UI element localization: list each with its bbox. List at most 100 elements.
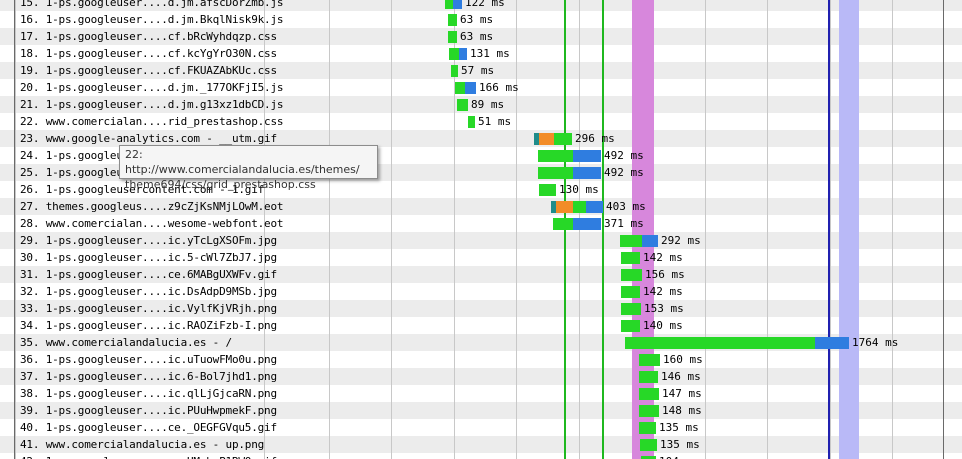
table-row[interactable] bbox=[0, 198, 962, 215]
timing-segment-ttfb[interactable] bbox=[639, 354, 660, 366]
request-label[interactable]: 22. www.comercialan....rid_prestashop.cs… bbox=[20, 115, 284, 128]
request-duration: 142 ms bbox=[643, 251, 683, 264]
timing-segment-download[interactable] bbox=[573, 150, 601, 162]
timing-segment-ttfb[interactable] bbox=[553, 218, 573, 230]
timing-segment-ttfb[interactable] bbox=[538, 167, 573, 179]
request-label[interactable]: 28. www.comercialan....wesome-webfont.eo… bbox=[20, 217, 284, 230]
request-duration: 148 ms bbox=[662, 404, 702, 417]
timing-segment-download[interactable] bbox=[815, 337, 849, 349]
timing-segment-ttfb[interactable] bbox=[639, 388, 659, 400]
request-label[interactable]: 31. 1-ps.googleuser....ce.6MABgUXWFv.gif bbox=[20, 268, 277, 281]
request-label[interactable]: 34. 1-ps.googleuser....ic.RAOZiFzb-I.png bbox=[20, 319, 277, 332]
request-duration: 57 ms bbox=[461, 64, 495, 77]
grid-line bbox=[767, 0, 768, 459]
timing-segment-download[interactable] bbox=[573, 218, 601, 230]
table-row[interactable] bbox=[0, 130, 962, 147]
request-label[interactable]: 25. 1-ps.googleus bbox=[20, 166, 130, 179]
timing-segment-download[interactable] bbox=[465, 82, 476, 94]
timing-segment-download[interactable] bbox=[453, 0, 462, 9]
timing-segment-ttfb[interactable] bbox=[621, 252, 640, 264]
request-label[interactable]: 33. 1-ps.googleuser....ic.VylfKjVRjh.png bbox=[20, 302, 277, 315]
timing-segment-ttfb[interactable] bbox=[455, 82, 465, 94]
tooltip-url-line2: theme694/css/grid_prestashop.css bbox=[125, 178, 316, 191]
timing-segment-ttfb[interactable] bbox=[449, 48, 459, 60]
request-label[interactable]: 41. www.comercialandalucia.es - up.png bbox=[20, 438, 265, 451]
grid-line bbox=[391, 0, 392, 459]
request-duration: 104 ms bbox=[659, 455, 699, 459]
table-row[interactable] bbox=[0, 436, 962, 453]
timing-segment-ttfb[interactable] bbox=[457, 99, 468, 111]
timing-segment-download[interactable] bbox=[573, 167, 601, 179]
request-label[interactable]: 30. 1-ps.googleuser....ic.5-cWl7ZbJ7.jpg bbox=[20, 251, 277, 264]
timing-segment-ttfb[interactable] bbox=[448, 31, 457, 43]
timing-segment-dns[interactable] bbox=[551, 201, 556, 213]
request-duration: 292 ms bbox=[661, 234, 701, 247]
timing-segment-ttfb[interactable] bbox=[640, 439, 657, 451]
table-row[interactable] bbox=[0, 402, 962, 419]
request-label[interactable]: 40. 1-ps.googleuser....ce._OEGFGVqu5.gif bbox=[20, 421, 277, 434]
request-duration: 135 ms bbox=[659, 421, 699, 434]
timing-segment-download[interactable] bbox=[642, 235, 658, 247]
request-label[interactable]: 26. 1-ps.googleusercontent.com - 1.gif bbox=[20, 183, 265, 196]
request-label[interactable]: 27. themes.googleus....z9cZjKsNMjLOwM.eo… bbox=[20, 200, 284, 213]
timing-segment-ttfb[interactable] bbox=[639, 405, 659, 417]
request-label[interactable]: 21. 1-ps.googleuser....d.jm.g13xz1dbCD.j… bbox=[20, 98, 284, 111]
request-duration: 166 ms bbox=[479, 81, 519, 94]
table-row[interactable] bbox=[0, 62, 962, 79]
request-label[interactable]: 15. 1-ps.googleuser....d.jm.afscDorZmb.j… bbox=[20, 0, 284, 9]
table-row[interactable] bbox=[0, 368, 962, 385]
request-label[interactable]: 32. 1-ps.googleuser....ic.DsAdpD9MSb.jpg bbox=[20, 285, 277, 298]
request-label[interactable]: 38. 1-ps.googleuser....ic.qlLjGjcaRN.png bbox=[20, 387, 277, 400]
timing-segment-ttfb[interactable] bbox=[625, 337, 815, 349]
timing-segment-ttfb[interactable] bbox=[468, 116, 475, 128]
timing-segment-download[interactable] bbox=[459, 48, 467, 60]
request-duration: 142 ms bbox=[643, 285, 683, 298]
timing-segment-ttfb[interactable] bbox=[641, 456, 656, 459]
timing-segment-ttfb[interactable] bbox=[620, 235, 642, 247]
request-label[interactable]: 29. 1-ps.googleuser....ic.yTcLgXSOFm.jpg bbox=[20, 234, 277, 247]
table-row[interactable] bbox=[0, 266, 962, 283]
request-label[interactable]: 20. 1-ps.googleuser....d.jm._177OKFjI5.j… bbox=[20, 81, 284, 94]
timing-segment-ttfb[interactable] bbox=[639, 371, 658, 383]
timing-segment-ttfb[interactable] bbox=[639, 422, 656, 434]
timing-segment-dns[interactable] bbox=[534, 133, 539, 145]
request-label[interactable]: 39. 1-ps.googleuser....ic.PUuHwpmekF.png bbox=[20, 404, 277, 417]
timing-segment-ttfb[interactable] bbox=[539, 184, 556, 196]
timing-segment-ttfb[interactable] bbox=[621, 320, 640, 332]
timing-segment-download[interactable] bbox=[586, 201, 603, 213]
request-duration: 492 ms bbox=[604, 166, 644, 179]
table-row[interactable] bbox=[0, 96, 962, 113]
request-duration: 160 ms bbox=[663, 353, 703, 366]
request-label[interactable]: 18. 1-ps.googleuser....cf.kcYgYrO30N.css bbox=[20, 47, 277, 60]
timing-segment-ttfb[interactable] bbox=[554, 133, 572, 145]
timing-segment-ttfb[interactable] bbox=[573, 201, 586, 213]
request-tooltip: 22: http://www.comercialandalucia.es/the… bbox=[119, 145, 378, 191]
timing-segment-ttfb[interactable] bbox=[621, 286, 640, 298]
timing-segment-ttfb[interactable] bbox=[445, 0, 453, 9]
timing-segment-ttfb[interactable] bbox=[448, 14, 457, 26]
request-label[interactable]: 35. www.comercialandalucia.es - / bbox=[20, 336, 232, 349]
chart-border bbox=[943, 0, 944, 459]
request-label[interactable]: 23. www.google-analytics.com - __utm.gif bbox=[20, 132, 277, 145]
timing-segment-connect[interactable] bbox=[539, 133, 554, 145]
request-duration: 51 ms bbox=[478, 115, 512, 128]
request-label[interactable]: 19. 1-ps.googleuser....cf.FKUAZAbKUc.css bbox=[20, 64, 277, 77]
request-duration: 492 ms bbox=[604, 149, 644, 162]
timing-segment-ttfb[interactable] bbox=[621, 269, 642, 281]
request-duration: 371 ms bbox=[604, 217, 644, 230]
request-label[interactable]: 37. 1-ps.googleuser....ic.6-Bol7jhd1.png bbox=[20, 370, 277, 383]
timing-segment-ttfb[interactable] bbox=[538, 150, 573, 162]
table-row[interactable] bbox=[0, 0, 962, 11]
table-row[interactable] bbox=[0, 232, 962, 249]
table-row[interactable] bbox=[0, 28, 962, 45]
table-row[interactable] bbox=[0, 300, 962, 317]
timing-segment-ttfb[interactable] bbox=[451, 65, 458, 77]
timing-segment-ttfb[interactable] bbox=[621, 303, 641, 315]
request-label[interactable]: 36. 1-ps.googleuser....ic.uTuowFMo0u.png bbox=[20, 353, 277, 366]
request-label[interactable]: 24. 1-ps.googleus bbox=[20, 149, 130, 162]
timing-segment-connect[interactable] bbox=[556, 201, 573, 213]
request-label[interactable]: 42. 1-ps.googleuser....ce.HMubzP1RWO.gif bbox=[20, 455, 277, 459]
request-label[interactable]: 16. 1-ps.googleuser....d.jm.BkqlNisk9k.j… bbox=[20, 13, 284, 26]
request-label[interactable]: 17. 1-ps.googleuser....cf.bRcWyhdqzp.css bbox=[20, 30, 277, 43]
request-duration: 156 ms bbox=[645, 268, 685, 281]
